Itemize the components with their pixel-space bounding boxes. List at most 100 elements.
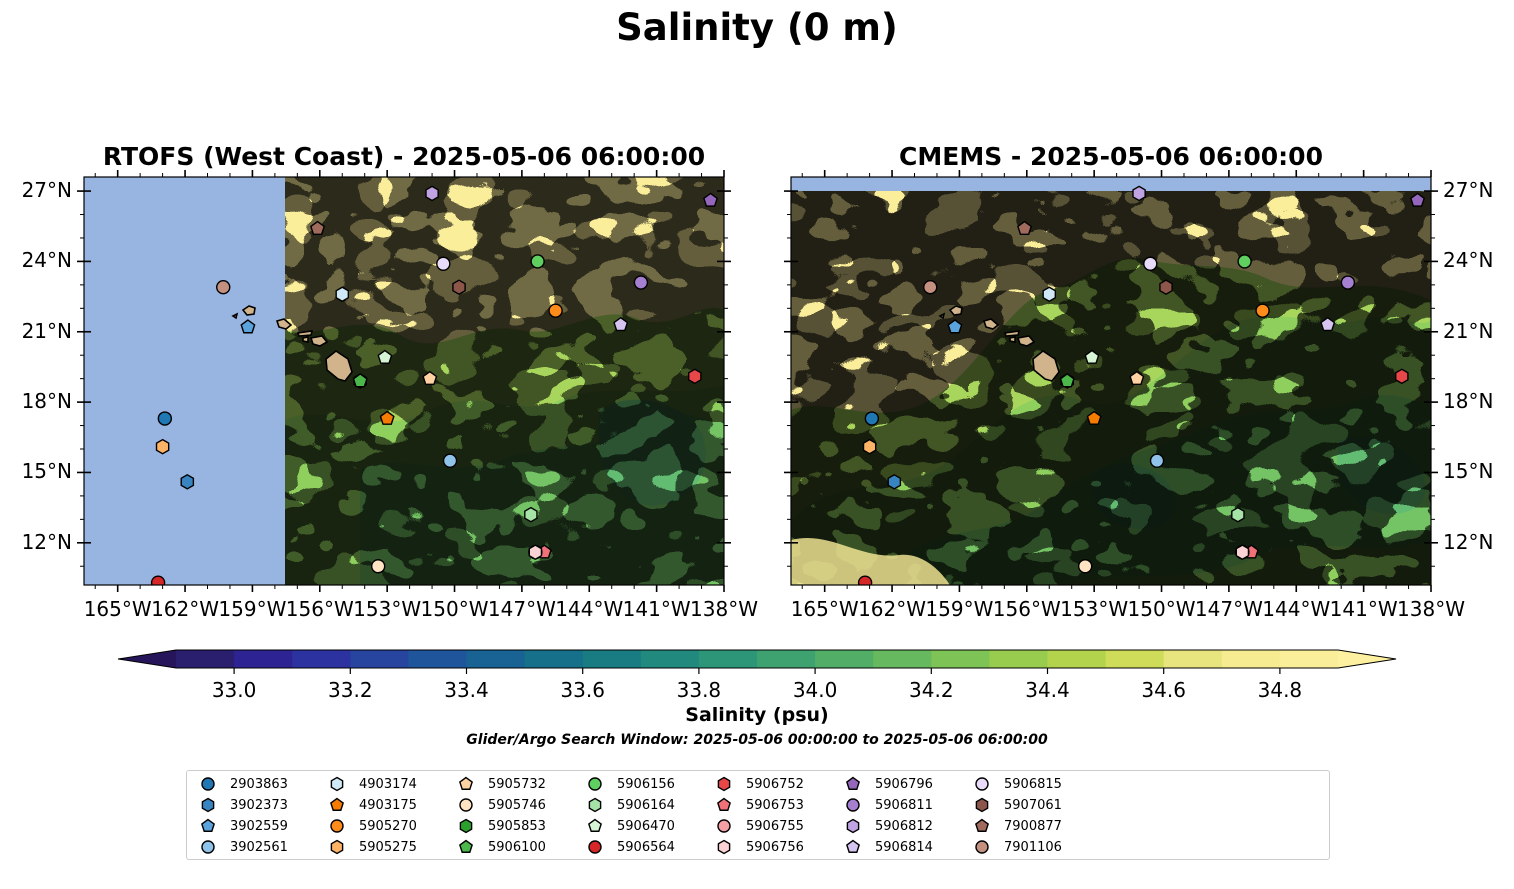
float-marker-5905275: [862, 438, 877, 455]
legend-marker-5905275: [330, 839, 344, 855]
legend-label: 5905746: [488, 797, 546, 813]
float-marker-5907061: [1159, 279, 1173, 296]
legend-label: 5906756: [746, 839, 804, 855]
float-marker-5906470: [1084, 349, 1100, 364]
float-marker-5905275: [155, 438, 170, 455]
float-marker-5906811: [633, 275, 649, 290]
circle-marker-icon: [975, 777, 989, 791]
legend-label: 4903175: [359, 797, 417, 813]
legend-label: 5905270: [359, 818, 417, 834]
legend-item-5907061: 5907061: [969, 795, 1062, 815]
float-marker-3902373: [180, 474, 195, 490]
float-marker-3902559: [947, 319, 963, 334]
legend-marker-5906156: [588, 777, 602, 791]
colorbar-bin: [1163, 650, 1223, 668]
axis-tick-marks: [77, 170, 1438, 592]
salinity-colorbar: [117, 649, 1397, 674]
legend-item-5906811: 5906811: [840, 795, 933, 815]
hexagon-marker-icon: [717, 776, 731, 792]
float-marker-5906470: [377, 349, 393, 364]
colorbar-bin: [757, 650, 816, 668]
circle-marker-icon: [975, 840, 989, 854]
legend-label: 5906811: [875, 797, 933, 813]
float-marker-5906164: [524, 506, 538, 523]
legend-label: 5906100: [488, 839, 546, 855]
float-marker-5906100: [352, 373, 368, 388]
legend-item-5906470: 5906470: [582, 816, 675, 836]
cmems-no-data-band: [791, 177, 1431, 191]
legend-marker-3902373: [201, 797, 215, 813]
float-marker-5906756: [1235, 544, 1250, 560]
legend-marker-5907061: [975, 797, 989, 813]
colorbar-bin: [931, 650, 990, 668]
x-tick-label: 141°W: [622, 597, 691, 621]
legend-marker-5905746: [459, 798, 473, 812]
colorbar-bin: [1047, 650, 1107, 668]
colorbar-bin: [698, 650, 758, 668]
legend-marker-5906564: [588, 840, 602, 854]
legend-label: 5907061: [1004, 797, 1062, 813]
circle-marker-icon: [846, 798, 860, 812]
legend-item-5906164: 5906164: [582, 795, 675, 815]
legend-label: 5906752: [746, 776, 804, 792]
legend-item-3902373: 3902373: [195, 795, 288, 815]
legend-label: 5906812: [875, 818, 933, 834]
legend-label: 5905275: [359, 839, 417, 855]
y-tick-label: 21°N: [21, 318, 72, 343]
legend-marker-5905732: [459, 776, 473, 790]
legend-item-7901106: 7901106: [969, 837, 1062, 857]
x-tick-label: 162°W: [858, 597, 927, 621]
float-legend: 2903863 3902373 3902559 3902561 4903174 49031…: [186, 770, 1330, 860]
rtofs-axes-frame: [83, 176, 725, 586]
legend-item-5905732: 5905732: [453, 774, 546, 794]
x-tick-label: 147°W: [487, 597, 556, 621]
float-marker-5906752: [688, 368, 702, 385]
cmems-islands: [938, 305, 1060, 382]
float-marker-3902373: [887, 474, 902, 490]
float-marker-7900877: [1017, 220, 1033, 235]
float-marker-7900877: [310, 220, 326, 235]
x-tick-label: 153°W: [1060, 597, 1129, 621]
cmems-swirl-texture-2: [791, 177, 1431, 585]
legend-label: 3902373: [230, 797, 288, 813]
colorbar-tick-label: 34.8: [1257, 678, 1303, 702]
colorbar-bin: [292, 650, 351, 668]
y-tick-label: 24°N: [1443, 248, 1494, 273]
rtofs-no-data-region: [84, 177, 285, 585]
legend-marker-5906100: [459, 839, 473, 853]
y-tick-label: 18°N: [1443, 389, 1494, 414]
legend-item-5906755: 5906755: [711, 816, 804, 836]
legend-label: 5906815: [1004, 776, 1062, 792]
float-marker-7901106: [216, 280, 231, 295]
hexagon-marker-icon: [717, 839, 731, 855]
legend-item-3902559: 3902559: [195, 816, 288, 836]
legend-item-5906815: 5906815: [969, 774, 1062, 794]
colorbar-bin: [176, 650, 235, 668]
rtofs-islands: [231, 305, 353, 382]
hexagon-marker-icon: [588, 797, 602, 813]
float-marker-5906815: [436, 256, 451, 271]
pentagon-marker-icon: [459, 839, 473, 853]
float-marker-5906812: [1132, 185, 1146, 202]
x-tick-label: 156°W: [285, 597, 354, 621]
legend-marker-5906755: [717, 819, 731, 833]
float-marker-5906811: [1340, 275, 1356, 290]
float-marker-4903174: [335, 286, 350, 303]
circle-marker-icon: [588, 840, 602, 854]
legend-marker-5906752: [717, 776, 731, 792]
rtofs-swirl-texture-2: [285, 177, 724, 585]
pentagon-marker-icon: [330, 797, 344, 811]
x-tick-label: 165°W: [790, 597, 859, 621]
y-tick-label: 27°N: [21, 178, 72, 203]
circle-marker-icon: [330, 819, 344, 833]
float-marker-5905732: [1129, 370, 1145, 386]
y-tick-label: 12°N: [1443, 529, 1494, 554]
hexagon-marker-icon: [846, 818, 860, 834]
hexagon-marker-icon: [330, 839, 344, 855]
legend-marker-4903175: [330, 797, 344, 811]
colorbar-tick-label: 33.0: [211, 678, 257, 702]
legend-label: 5905853: [488, 818, 546, 834]
x-tick-label: 144°W: [555, 597, 624, 621]
legend-label: 5906755: [746, 818, 804, 834]
